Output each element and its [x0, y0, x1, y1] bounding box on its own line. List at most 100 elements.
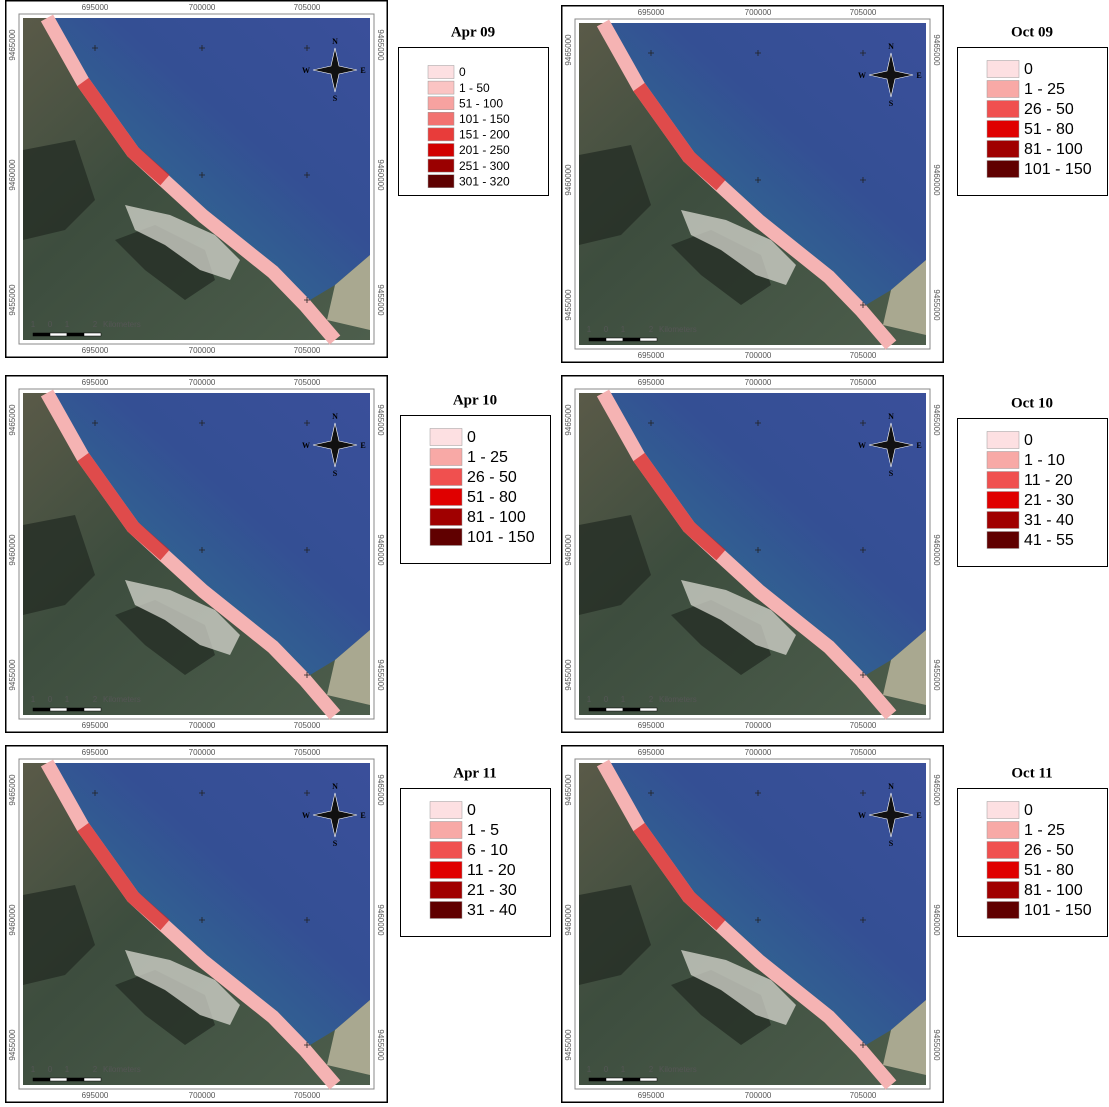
scale-unit: Kilometers [659, 325, 697, 334]
compass-north: N [332, 412, 338, 421]
scale-segment [605, 337, 624, 342]
y-tick-label: 9465000 [564, 774, 573, 806]
scale-number: 2 [93, 695, 98, 704]
y-tick-label: 9460000 [564, 904, 573, 936]
scale-segment [83, 707, 102, 712]
scale-unit: Kilometers [103, 1065, 141, 1074]
legend-swatch [986, 80, 1020, 98]
y-tick-label: 9460000 [376, 534, 385, 566]
legend-label: 101 - 150 [459, 112, 510, 126]
y-tick-label: 9455000 [8, 1029, 17, 1061]
grid-cross [199, 917, 205, 923]
x-tick-label: 695000 [82, 721, 109, 730]
legend-label: 31 - 40 [1024, 512, 1074, 529]
scale-segment [639, 337, 658, 342]
scale-number: 2 [649, 1065, 654, 1074]
scale-number: 1 [621, 325, 626, 334]
compass-rose [312, 422, 358, 468]
x-tick-label: 700000 [745, 378, 772, 387]
sea [50, 763, 370, 1045]
y-tick-label: 9465000 [932, 404, 941, 436]
y-tick-label: 9460000 [376, 904, 385, 936]
legend-label: 21 - 30 [1024, 492, 1074, 509]
sea [50, 18, 370, 300]
sea [606, 393, 926, 675]
scale-segment [32, 1077, 51, 1082]
compass-rose [312, 792, 358, 838]
legend-box [400, 788, 551, 937]
x-tick-label: 700000 [189, 748, 216, 757]
scale-segment [622, 337, 641, 342]
grid-cross [755, 420, 761, 426]
land-patches [23, 515, 215, 675]
compass-west: W [858, 811, 866, 820]
grid-cross [755, 790, 761, 796]
legend-label: 1 - 50 [459, 81, 490, 95]
scale-number: 1 [31, 695, 36, 704]
y-tick-label: 9460000 [8, 534, 17, 566]
scale-segment [605, 707, 624, 712]
map-panel: 695000 695000 700000 700000 705000 705000 9465… [561, 375, 944, 733]
legend-label: 0 [1024, 61, 1033, 78]
legend-label: 301 - 320 [459, 174, 510, 188]
x-tick-label: 695000 [82, 748, 109, 757]
map-inner-frame [18, 388, 375, 720]
legend-label: 51 - 100 [459, 96, 503, 110]
legend-swatch [429, 881, 463, 899]
spit [883, 260, 926, 335]
scale-number: 0 [48, 695, 53, 704]
legend-swatch [427, 143, 455, 157]
legend-label: 0 [467, 429, 476, 446]
panel-title: Oct 10 [1011, 395, 1053, 411]
legend-swatch [986, 531, 1020, 549]
grid-cross [304, 297, 310, 303]
compass-east: E [360, 441, 365, 450]
grid-cross [304, 172, 310, 178]
sea [606, 763, 926, 1045]
compass-rose [868, 792, 914, 838]
grid-cross [860, 177, 866, 183]
x-tick-label: 705000 [850, 8, 877, 17]
x-tick-label: 695000 [638, 378, 665, 387]
scale-segment [639, 1077, 658, 1082]
legend-swatch [986, 511, 1020, 529]
legend-label: 0 [1024, 432, 1033, 449]
panel-title: Oct 09 [1011, 24, 1053, 40]
grid-cross [92, 420, 98, 426]
legend-label: 11 - 20 [467, 862, 516, 879]
scale-unit: Kilometers [103, 320, 141, 329]
scale-number: 2 [649, 695, 654, 704]
grid-cross [648, 790, 654, 796]
legend-label: 201 - 250 [459, 143, 510, 157]
grid-cross [304, 917, 310, 923]
spit [883, 1000, 926, 1075]
land-patches [23, 140, 215, 300]
legend-swatch [429, 468, 463, 486]
scale-segment [622, 707, 641, 712]
legend-box [957, 788, 1108, 937]
grid-cross [860, 302, 866, 308]
grid-cross [860, 547, 866, 553]
grid-cross [755, 547, 761, 553]
x-tick-label: 700000 [189, 3, 216, 12]
legend-swatch [429, 901, 463, 919]
panel-title: Apr 10 [453, 392, 497, 408]
salt-ponds [125, 950, 240, 1025]
coastal-strip-dark [77, 452, 170, 561]
scale-number: 1 [587, 695, 592, 704]
legend-label: 101 - 150 [467, 529, 535, 546]
scale-number: 2 [93, 320, 98, 329]
land-patches [579, 885, 771, 1045]
y-tick-label: 9460000 [564, 164, 573, 196]
legend-label: 31 - 40 [467, 902, 517, 919]
land-patches [579, 515, 771, 675]
y-tick-label: 9460000 [932, 534, 941, 566]
map-inner-frame [18, 13, 375, 345]
compass-east: E [916, 811, 921, 820]
compass-north: N [332, 782, 338, 791]
legend-swatch [427, 96, 455, 110]
scale-number: 1 [621, 1065, 626, 1074]
scale-number: 0 [48, 1065, 53, 1074]
x-tick-label: 700000 [745, 721, 772, 730]
y-tick-label: 9455000 [376, 284, 385, 316]
